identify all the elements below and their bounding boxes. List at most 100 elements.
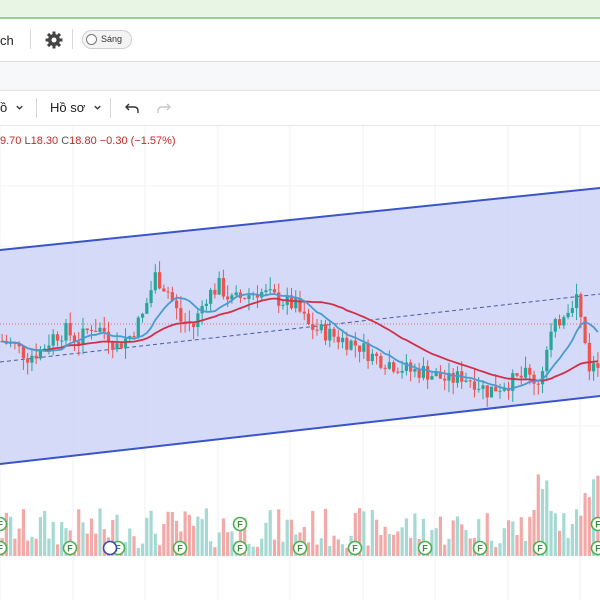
candle-body [417, 368, 421, 378]
toolbar-partial-label[interactable]: ch [0, 33, 14, 48]
volume-bar [311, 511, 315, 556]
candle-body [587, 342, 591, 372]
candle-body [400, 370, 404, 373]
volume-bar [434, 528, 438, 556]
candle-body [179, 308, 183, 322]
volume-bar [38, 517, 43, 556]
f-circle-label: F [595, 520, 600, 530]
f-circle-icon: F [232, 516, 248, 532]
moving-average-fast [1, 292, 599, 391]
candle-body [217, 277, 221, 295]
volume-bar [587, 497, 591, 556]
volume-bar [345, 547, 349, 556]
theme-toggle[interactable]: Sáng [82, 30, 132, 49]
candle-body [489, 386, 494, 398]
volume-bar [170, 512, 174, 556]
candle-body [302, 311, 306, 314]
candle-body [421, 366, 426, 378]
volume-bar [128, 528, 132, 556]
volume-bar [413, 513, 417, 556]
candle-body [30, 355, 34, 363]
f-circle-label: F [537, 544, 543, 554]
candle-body [472, 381, 477, 390]
volume-bar [21, 509, 26, 556]
price-chart[interactable]: F F F F F F F F F F F F F F [0, 126, 600, 600]
candle-body [123, 338, 128, 349]
candle-body [106, 331, 111, 343]
volume-bar [438, 516, 443, 556]
candle-body [566, 312, 570, 318]
volume-bar [319, 538, 323, 556]
volume-bar [553, 513, 557, 556]
volume-bar [570, 524, 574, 556]
f-circle-label: F [0, 520, 3, 530]
f-circle-icon: F [347, 540, 363, 556]
top-toolbar: ch Sáng [0, 19, 600, 62]
ohlc-readout: 9.70 L18.30 C18.80 −0.30 (−1.57%) [0, 135, 176, 147]
candle-body [247, 295, 251, 299]
volume-bar [187, 514, 191, 556]
candle-body [294, 297, 298, 309]
candle-body [85, 328, 89, 331]
volume-bar [136, 547, 140, 556]
f-circle-label: F [352, 544, 358, 554]
candle-body [60, 340, 64, 342]
candle-body [583, 317, 587, 343]
volume-bar [596, 475, 600, 556]
volume-bar [455, 516, 460, 556]
volume-bar [247, 543, 251, 556]
f-circle-label: F [177, 544, 183, 554]
volume-bar [281, 541, 285, 556]
volume-bar [409, 537, 413, 556]
candle-body [532, 374, 536, 384]
volume-bar [498, 543, 502, 556]
volume-bar [494, 547, 498, 556]
candle-body [438, 372, 443, 379]
volume-bar [4, 512, 8, 556]
volume-bar [60, 522, 64, 556]
candle-body [366, 343, 370, 362]
toggle-knob [86, 34, 97, 45]
candle-body [115, 343, 119, 350]
candle-body [319, 324, 323, 331]
volume-bar [162, 523, 166, 556]
volume-bar [379, 534, 383, 556]
volume-bar [230, 531, 234, 556]
redo-icon[interactable] [156, 100, 172, 116]
volume-bar [549, 510, 553, 556]
profile-menu[interactable]: Hồ sơ [50, 100, 102, 115]
candle-body [55, 334, 60, 341]
volume-bar [332, 535, 336, 556]
volume-bar [362, 511, 366, 556]
toolbar-divider [36, 98, 37, 118]
volume-bar [17, 528, 21, 556]
gear-icon[interactable] [44, 30, 64, 50]
candle-body [132, 336, 136, 338]
ohlc-low: 18.30 [30, 135, 59, 147]
candle-body [34, 355, 38, 359]
volume-bar [323, 508, 328, 556]
f-circle-icon [417, 540, 433, 556]
volume-bar [489, 540, 494, 556]
theme-toggle-label: Sáng [101, 34, 123, 44]
candle-body [328, 328, 332, 341]
candle-body [464, 380, 468, 382]
candle-body [89, 330, 94, 332]
candle-body [196, 313, 200, 328]
candle-body [404, 362, 408, 371]
volume-bar [421, 518, 426, 556]
candle-body [345, 337, 349, 350]
volume-bar [243, 518, 247, 556]
volume-bar [268, 510, 272, 556]
candle-body [77, 341, 81, 346]
interval-menu[interactable]: ồ [0, 100, 24, 115]
f-circle-icon: F [590, 540, 600, 556]
candle-body [38, 350, 43, 359]
undo-icon[interactable] [124, 100, 140, 116]
volume-bar [540, 488, 545, 556]
volume-bar [592, 479, 596, 556]
f-circle-icon: F [417, 540, 433, 556]
candle-body [153, 272, 157, 291]
volume-bar [523, 540, 528, 556]
volume-bar [196, 516, 200, 556]
